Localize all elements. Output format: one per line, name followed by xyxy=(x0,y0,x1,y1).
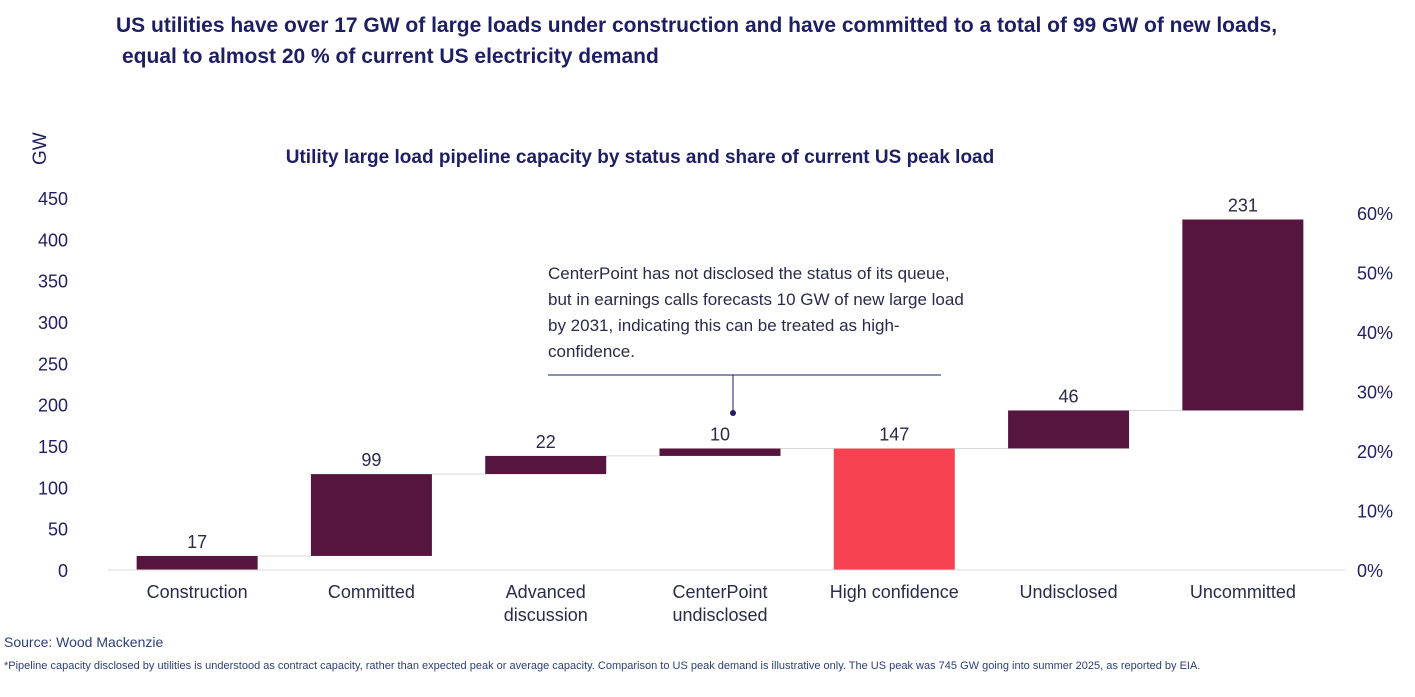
y-tick-label: 450 xyxy=(38,189,68,209)
y2-tick-label: 40% xyxy=(1357,323,1393,343)
y-tick-label: 300 xyxy=(38,313,68,333)
x-tick-label: Advanced xyxy=(506,582,586,602)
value-labels: 17 99 22 10 147 46 231 xyxy=(187,195,1258,551)
headline-line-1: US utilities have over 17 GW of large lo… xyxy=(116,14,1278,37)
bar xyxy=(485,455,607,475)
x-tick-label: Undisclosed xyxy=(1020,582,1118,602)
bar-value-label: 147 xyxy=(879,424,909,444)
headline-line-2: equal to almost 20 % of current US elect… xyxy=(122,45,659,68)
bar xyxy=(1008,410,1130,449)
headline: US utilities have over 17 GW of large lo… xyxy=(116,10,1376,72)
y2-tick-label: 0% xyxy=(1357,561,1383,581)
y-tick-label: 50 xyxy=(48,520,68,540)
annotation-callout: CenterPoint has not disclosed the status… xyxy=(548,264,964,361)
bar-value-label: 231 xyxy=(1228,195,1258,215)
y-tick-label: 100 xyxy=(38,478,68,498)
bar-value-label: 46 xyxy=(1059,386,1079,406)
x-tick-label: undisclosed xyxy=(672,605,767,625)
footnote: *Pipeline capacity disclosed by utilitie… xyxy=(4,660,1201,672)
bar-value-label: 99 xyxy=(361,450,381,470)
x-tick-label: Construction xyxy=(147,582,248,602)
y2-tick-label: 30% xyxy=(1357,383,1393,403)
bars xyxy=(136,219,1304,570)
y-tick-label: 400 xyxy=(38,230,68,250)
chart-title: Utility large load pipeline capacity by … xyxy=(285,147,995,168)
bar-value-label: 10 xyxy=(710,424,730,444)
x-tick-label: Committed xyxy=(328,582,415,602)
x-axis-labels: Construction Committed Advanced discussion C… xyxy=(147,582,1296,625)
y-tick-label: 250 xyxy=(38,354,68,374)
x-tick-label: discussion xyxy=(504,605,588,625)
bar xyxy=(833,448,955,570)
y2-tick-label: 10% xyxy=(1357,502,1393,522)
bar-value-label: 22 xyxy=(536,432,556,452)
annotation-dot xyxy=(730,410,736,416)
bar xyxy=(136,555,258,570)
y-tick-label: 0 xyxy=(58,561,68,581)
y-axis-ticks: 0 50 100 150 200 250 300 350 400 450 xyxy=(38,189,68,581)
y2-tick-label: 20% xyxy=(1357,442,1393,462)
connector-lines xyxy=(257,409,1183,557)
y-tick-label: 200 xyxy=(38,396,68,416)
secondary-y-axis-ticks: 0% 10% 20% 30% 40% 50% 60% xyxy=(1357,204,1393,581)
bar xyxy=(310,474,432,556)
y2-tick-label: 60% xyxy=(1357,204,1393,224)
annotation-pointer xyxy=(548,374,941,416)
x-tick-label: CenterPoint xyxy=(672,582,767,602)
y2-tick-label: 50% xyxy=(1357,264,1393,284)
bar-value-label: 17 xyxy=(187,532,207,552)
x-tick-label: High confidence xyxy=(830,582,959,602)
bar xyxy=(659,448,781,456)
bar xyxy=(1182,219,1304,411)
y-tick-label: 350 xyxy=(38,272,68,292)
source-note: Source: Wood Mackenzie xyxy=(4,634,164,650)
x-tick-label: Uncommitted xyxy=(1190,582,1296,602)
y-tick-label: 150 xyxy=(38,437,68,457)
